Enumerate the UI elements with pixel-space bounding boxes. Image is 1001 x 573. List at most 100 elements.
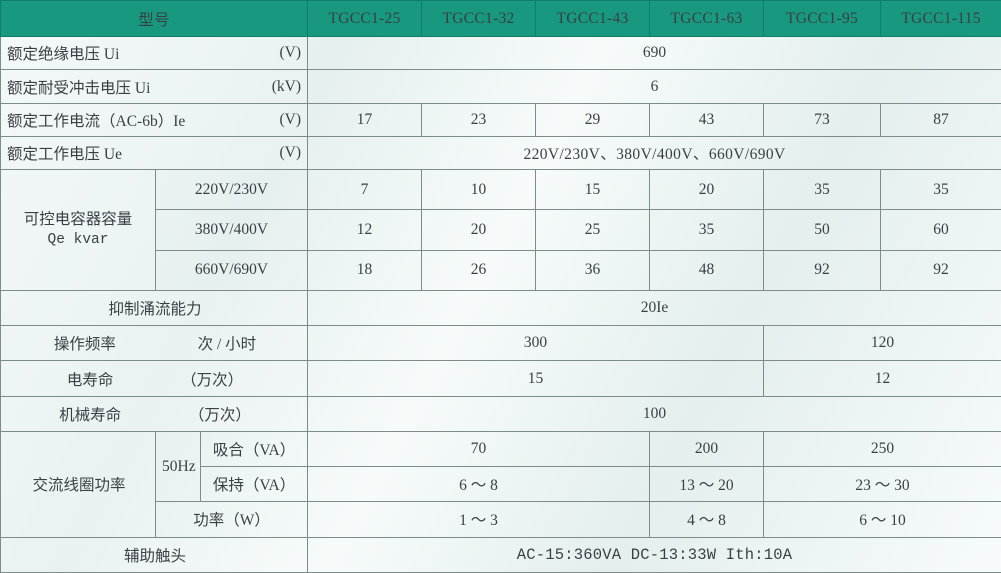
value-electrical-life-left: 15 (307, 360, 765, 397)
value-working-current-5: 87 (880, 102, 1001, 137)
label-insulation-voltage-text: 额定绝缘电压 Ui (7, 46, 120, 64)
label-operating-frequency-text: 操作频率 (53, 336, 116, 354)
label-insulation-voltage-unit: (V) (279, 44, 302, 62)
row-capacitor-capacity-380: 380V/400V 12 20 25 35 50 60 (1, 209, 1001, 251)
table-header-row: 型号 TGCC1-25 TGCC1-32 TGCC1-43 TGCC1-63 T… (0, 0, 1001, 38)
label-working-current-unit: (V) (279, 110, 302, 128)
label-electrical-life-text: 电寿命 (66, 371, 114, 389)
row-auxiliary-contact: 辅助触头 AC-15:360VA DC-13:33W Ith:10A (0, 536, 1001, 573)
value-capacitor-660v-0: 18 (307, 249, 423, 291)
value-coil-pickup-mid: 200 (649, 430, 765, 468)
row-capacitor-capacity-220: 可控电容器容量 Qe kvar 220V/230V 7 10 15 20 35 … (0, 169, 1001, 291)
value-capacitor-660v-4: 92 (763, 249, 882, 291)
label-auxiliary-contact-text: 辅助触头 (124, 547, 187, 565)
row-coil-power-pickup: 交流线圈功率 50Hz 吸合（VA） 70 200 250 (0, 430, 1001, 538)
header-model-tgcc1-25: TGCC1-25 (307, 0, 423, 38)
value-coil-hold-left: 6 ～ 8 (307, 466, 651, 503)
value-inrush-suppression: 20Ie (307, 289, 1001, 327)
label-inrush-suppression: 抑制涌流能力 (0, 289, 309, 327)
label-working-current: 额定工作电流（AC-6b）Ie (V) (0, 102, 309, 137)
value-capacitor-660v-5: 92 (880, 249, 1001, 291)
row-inrush-suppression: 抑制涌流能力 20Ie (0, 289, 1001, 327)
value-insulation-voltage: 690 (307, 36, 1001, 71)
header-model-tgcc1-32: TGCC1-32 (421, 0, 537, 38)
sublabel-coil-watt: 功率（W） (154, 501, 309, 538)
row-working-voltage: 额定工作电压 Ue (V) 220V/230V、380V/400V、660V/6… (0, 135, 1001, 171)
row-mechanical-life: 机械寿命 （万次） 100 (0, 395, 1001, 432)
label-operating-frequency-unit: 次 / 小时 (197, 336, 257, 354)
value-capacitor-660v-1: 26 (421, 249, 537, 291)
header-model-tgcc1-43: TGCC1-43 (535, 0, 651, 38)
value-capacitor-220v-3: 20 (649, 169, 765, 211)
value-working-current-2: 29 (535, 102, 651, 137)
row-working-current: 额定工作电流（AC-6b）Ie (V) 17 23 29 43 73 87 (0, 102, 1001, 137)
value-capacitor-380v-0: 12 (307, 209, 423, 251)
value-working-current-3: 43 (649, 102, 765, 137)
value-working-voltage: 220V/230V、380V/400V、660V/690V (307, 135, 1001, 171)
label-capacitor-capacity-line1: 可控电容器容量 (23, 211, 133, 229)
label-electrical-life: 电寿命 （万次） (0, 360, 309, 397)
label-working-voltage-text: 额定工作电压 Ue (7, 146, 122, 164)
label-operating-frequency: 操作频率 次 / 小时 (0, 325, 309, 362)
sublabel-capacitor-660v: 660V/690V (154, 249, 309, 291)
value-capacitor-660v-3: 48 (649, 249, 765, 291)
label-impulse-voltage-text: 额定耐受冲击电压 Ui (7, 79, 151, 97)
value-coil-watt-right: 6 ～ 10 (763, 501, 1001, 538)
value-capacitor-220v-4: 35 (763, 169, 882, 211)
value-capacitor-220v-1: 10 (421, 169, 537, 211)
sublabel-coil-hold: 保持（VA） (199, 466, 309, 503)
label-capacitor-capacity-line2: Qe kvar (47, 231, 109, 248)
header-model-tgcc1-115: TGCC1-115 (880, 0, 1001, 38)
value-capacitor-380v-4: 50 (763, 209, 882, 251)
value-auxiliary-contact: AC-15:360VA DC-13:33W Ith:10A (307, 536, 1001, 573)
value-capacitor-380v-3: 35 (649, 209, 765, 251)
label-electrical-life-unit: （万次） (181, 371, 244, 389)
label-auxiliary-contact: 辅助触头 (0, 536, 309, 573)
row-coil-power-watt: 功率（W） 1 ～ 3 4 ～ 8 6 ～ 10 (1, 501, 1001, 538)
sublabel-coil-pickup: 吸合（VA） (199, 430, 309, 468)
value-coil-hold-mid: 13 ～ 20 (649, 466, 765, 503)
label-working-current-text: 额定工作电流（AC-6b）Ie (7, 112, 186, 130)
value-capacitor-660v-2: 36 (535, 249, 651, 291)
label-mechanical-life-unit: （万次） (188, 406, 251, 424)
sublabel-capacitor-380v: 380V/400V (154, 209, 309, 251)
label-impulse-voltage: 额定耐受冲击电压 Ui (kV) (0, 69, 309, 104)
value-electrical-life-right: 12 (763, 360, 1001, 397)
value-coil-watt-mid: 4 ～ 8 (649, 501, 765, 538)
row-impulse-voltage: 额定耐受冲击电压 Ui (kV) 6 (0, 69, 1001, 104)
value-working-current-4: 73 (763, 102, 882, 137)
label-coil-power: 交流线圈功率 (0, 430, 156, 538)
header-model-tgcc1-63: TGCC1-63 (649, 0, 765, 38)
label-working-voltage: 额定工作电压 Ue (V) (0, 135, 309, 171)
header-model-tgcc1-95: TGCC1-95 (763, 0, 882, 38)
value-impulse-voltage: 6 (307, 69, 1001, 104)
value-operating-frequency-left: 300 (307, 325, 765, 362)
label-mechanical-life: 机械寿命 （万次） (0, 395, 309, 432)
value-working-current-0: 17 (307, 102, 423, 137)
value-capacitor-220v-0: 7 (307, 169, 423, 211)
value-coil-pickup-left: 70 (307, 430, 651, 468)
row-capacitor-capacity-660: 660V/690V 18 26 36 48 92 92 (1, 249, 1001, 291)
value-mechanical-life: 100 (307, 395, 1001, 432)
row-coil-power-hold: 保持（VA） 6 ～ 8 13 ～ 20 23 ～ 30 (1, 466, 1001, 503)
value-capacitor-220v-5: 35 (880, 169, 1001, 211)
value-coil-pickup-right: 250 (763, 430, 1001, 468)
value-working-current-1: 23 (421, 102, 537, 137)
label-coil-power-text: 交流线圈功率 (32, 477, 126, 495)
row-insulation-voltage: 额定绝缘电压 Ui (V) 690 (0, 36, 1001, 71)
value-coil-hold-right: 23 ～ 30 (763, 466, 1001, 503)
row-operating-frequency: 操作频率 次 / 小时 300 120 (0, 325, 1001, 362)
value-capacitor-380v-5: 60 (880, 209, 1001, 251)
label-mechanical-life-text: 机械寿命 (59, 406, 122, 424)
label-capacitor-capacity: 可控电容器容量 Qe kvar (0, 169, 156, 291)
value-operating-frequency-right: 120 (763, 325, 1001, 362)
label-working-voltage-unit: (V) (279, 144, 302, 162)
label-impulse-voltage-unit: (kV) (271, 77, 302, 95)
value-capacitor-220v-2: 15 (535, 169, 651, 211)
label-insulation-voltage: 额定绝缘电压 Ui (V) (0, 36, 309, 71)
value-coil-watt-left: 1 ～ 3 (307, 501, 651, 538)
header-model-label: 型号 (0, 0, 309, 38)
value-capacitor-380v-1: 20 (421, 209, 537, 251)
row-electrical-life: 电寿命 （万次） 15 12 (0, 360, 1001, 397)
